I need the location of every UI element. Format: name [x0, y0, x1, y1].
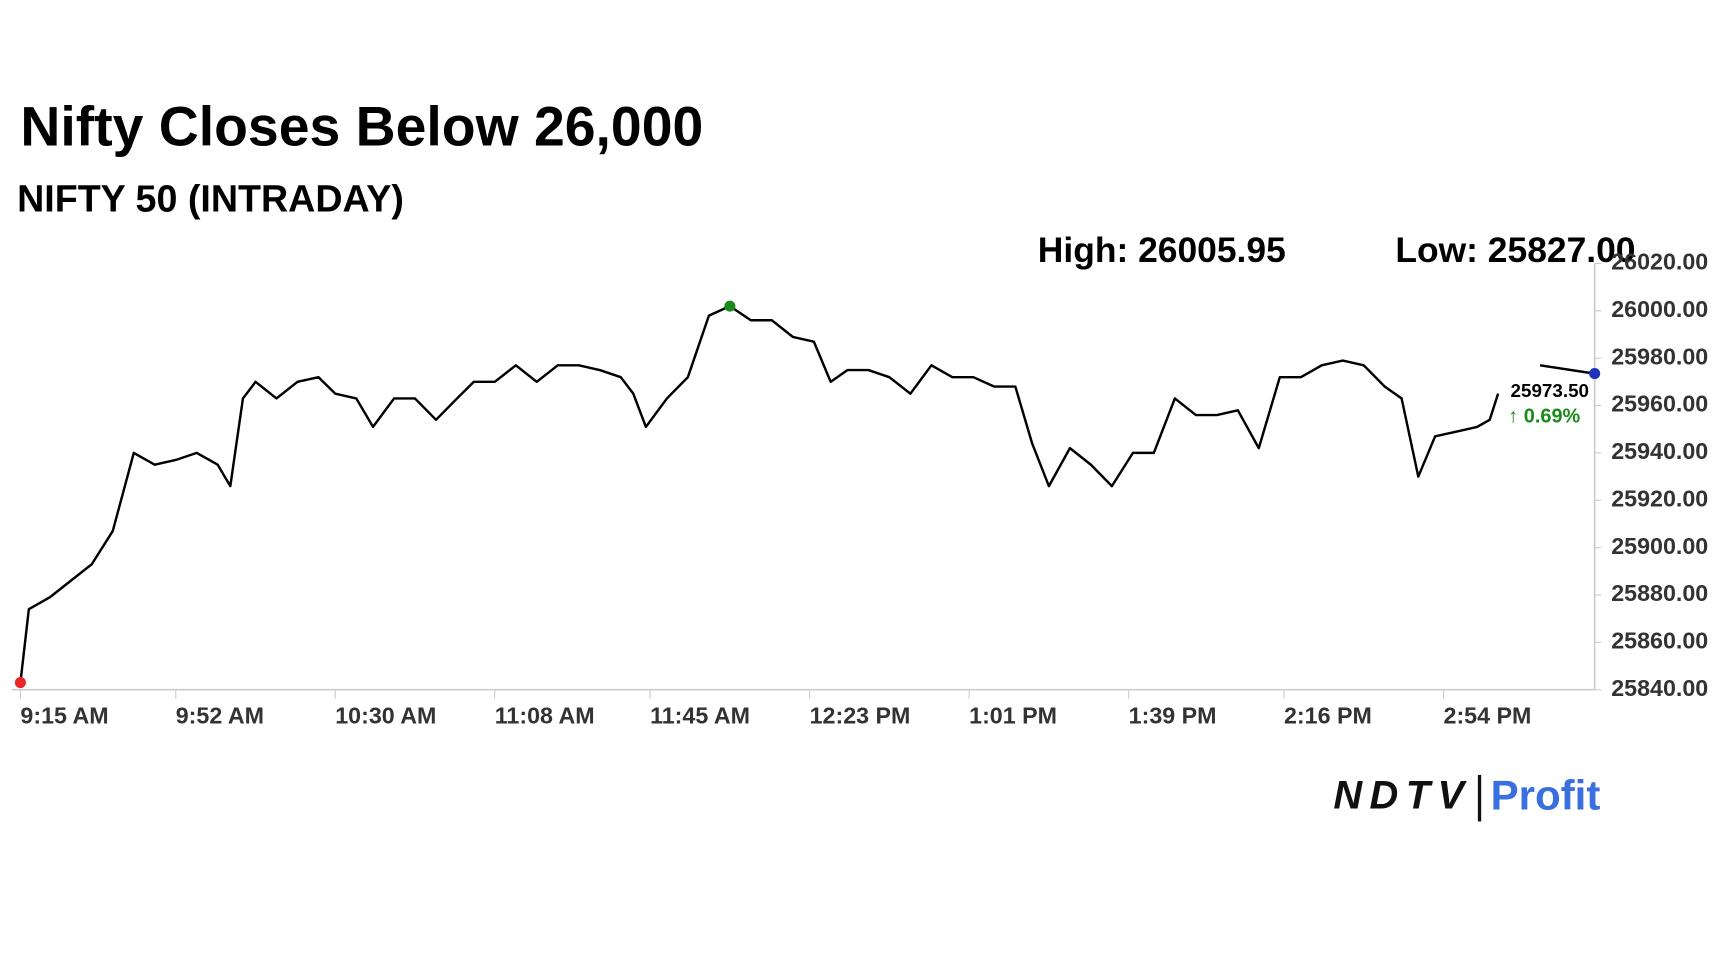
- y-tick-label: 25880.00: [1611, 580, 1708, 606]
- x-tick-label: 2:54 PM: [1444, 703, 1532, 729]
- high-label: High: 26005.95: [1038, 230, 1286, 270]
- point-marker: [14, 677, 26, 689]
- y-tick-label: 26000.00: [1611, 296, 1708, 322]
- y-tick-label: 25940.00: [1611, 438, 1708, 464]
- x-tick-label: 12:23 PM: [810, 703, 911, 729]
- x-tick-label: 11:45 AM: [650, 703, 750, 729]
- price-line: [19, 304, 1595, 683]
- y-tick-label: 26020.00: [1611, 249, 1708, 275]
- x-tick-label: 1:01 PM: [969, 703, 1057, 729]
- x-tick-label: 2:16 PM: [1284, 703, 1372, 729]
- brand-ndtv: NDTV: [1333, 774, 1467, 818]
- y-tick-label: 25900.00: [1611, 533, 1708, 559]
- x-tick-label: 9:15 AM: [20, 703, 108, 729]
- x-tick-label: 1:39 PM: [1129, 703, 1217, 729]
- y-tick-label: 25960.00: [1611, 391, 1708, 417]
- point-marker: [724, 300, 736, 312]
- y-tick-label: 25980.00: [1611, 343, 1708, 369]
- x-tick-label: 10:30 AM: [335, 703, 436, 729]
- chart-subtitle: NIFTY 50 (INTRADAY): [17, 177, 404, 219]
- x-tick-label: 11:08 AM: [495, 703, 595, 729]
- x-tick-label: 9:52 AM: [176, 703, 264, 729]
- y-tick-label: 25920.00: [1611, 485, 1708, 511]
- y-tick-label: 25840.00: [1611, 675, 1708, 701]
- brand-profit: Profit: [1491, 771, 1601, 818]
- last-value-label: 25973.50: [1511, 380, 1589, 401]
- change-label: ↑ 0.69%: [1508, 406, 1580, 428]
- y-tick-label: 25860.00: [1611, 627, 1708, 653]
- chart-title: Nifty Closes Below 26,000: [20, 95, 703, 157]
- point-marker: [1589, 368, 1601, 380]
